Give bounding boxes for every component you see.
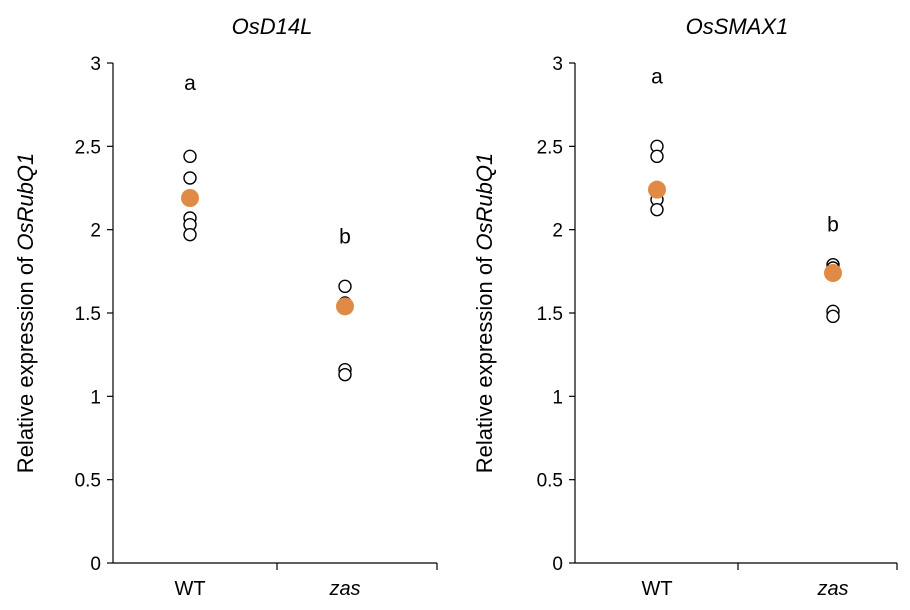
chart-1-y-axis-label-prefix: Relative expression of (13, 251, 38, 474)
chart-1-y-tick-label: 1 (90, 387, 101, 408)
chart-1-significance-letter: a (184, 72, 196, 95)
chart-2-significance-letter: b (827, 214, 839, 237)
chart-2-significance-letter: a (651, 65, 663, 88)
chart-1-replicate-point (338, 367, 352, 382)
chart-2-y-tick-label: 2 (552, 221, 563, 242)
chart-1-replicate-point (338, 279, 352, 294)
chart-2-y-tick-label: 2.5 (537, 137, 563, 158)
chart-2-y-axis-label-gene: OsRubQ1 (472, 153, 497, 251)
chart-2-y-tick-label: 3 (552, 54, 563, 75)
chart-2-y-axis-label: Relative expression of OsRubQ1 (472, 153, 497, 473)
chart-1-replicate-point (183, 149, 197, 164)
chart-1-y-tick-label: 3 (90, 54, 101, 75)
chart-1-y-tick-label: 0.5 (75, 471, 101, 492)
chart-2-category-label: WT (641, 578, 672, 600)
chart-2-y-tick-label: 0.5 (537, 471, 563, 492)
chart-1-y-tick-label: 2 (90, 221, 101, 242)
chart-2-title: OsSMAX1 (686, 14, 789, 39)
chart-1-y-axis-label-gene: OsRubQ1 (13, 153, 38, 251)
chart-2-mean-point (648, 180, 666, 199)
chart-1-mean-point (181, 189, 199, 207)
chart-2-y-axis-label-prefix: Relative expression of (472, 251, 497, 474)
chart-2-y-tick-label: 0 (552, 554, 563, 575)
chart-1-y-axis-label: Relative expression of OsRubQ1 (13, 153, 38, 473)
chart-2-replicate-point (826, 309, 840, 324)
chart-1-replicate-point (183, 227, 197, 242)
chart-1-title: OsD14L (232, 14, 313, 39)
chart-2-y-tick-label: 1.5 (537, 304, 563, 325)
chart-1-y-tick-label: 0 (90, 554, 101, 575)
chart-1-category-label: zas (328, 578, 360, 600)
chart-2-mean-point (824, 264, 842, 282)
chart-1-replicate-point (183, 171, 197, 185)
chart-2-replicate-point (650, 149, 664, 164)
chart-1-category-label: WT (174, 578, 205, 600)
chart-1-mean-point (336, 297, 354, 316)
chart-2-replicate-point (650, 202, 664, 217)
chart-2-y-tick-label: 1 (552, 387, 563, 408)
chart-1-y-tick-label: 2.5 (75, 137, 101, 158)
chart-1-y-tick-label: 1.5 (75, 304, 101, 325)
chart-2-category-label: zas (816, 578, 848, 600)
chart-1-significance-letter: b (339, 225, 351, 248)
